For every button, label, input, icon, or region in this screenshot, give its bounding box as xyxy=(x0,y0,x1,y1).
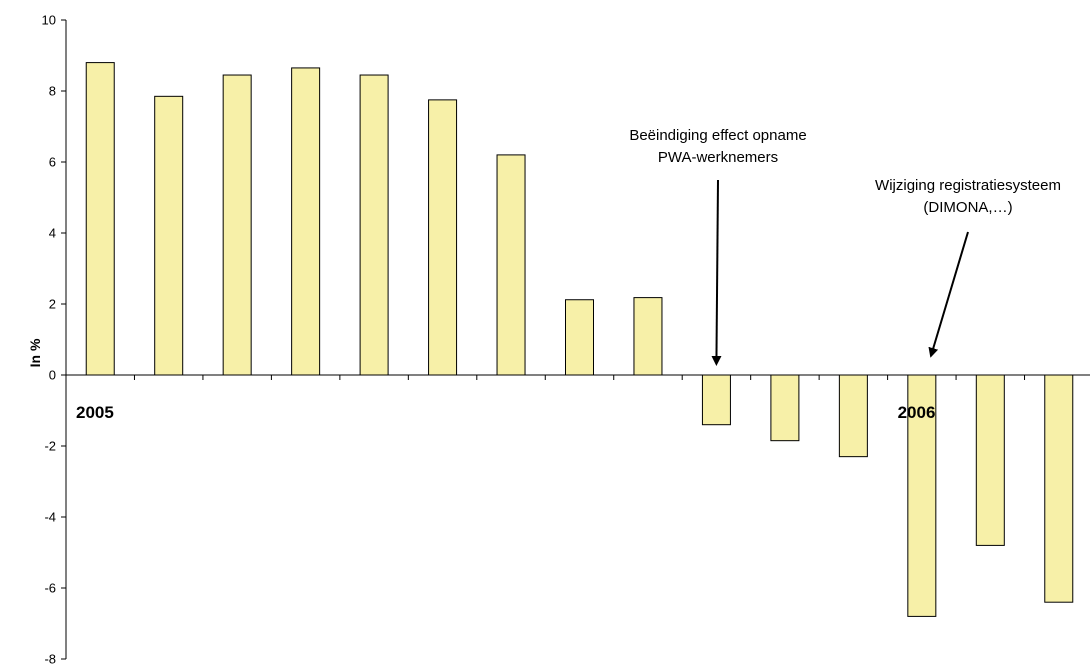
y-tick-label: 0 xyxy=(49,368,56,383)
bar xyxy=(633,297,663,376)
annotation-text: (DIMONA,…) xyxy=(923,199,1012,216)
bar xyxy=(565,299,594,376)
y-tick-label: 10 xyxy=(42,13,56,28)
y-tick-label: -4 xyxy=(44,510,56,525)
bar xyxy=(154,95,184,376)
y-axis-title: In % xyxy=(27,338,43,367)
bar xyxy=(907,374,937,617)
bar-series xyxy=(85,62,1074,617)
bar xyxy=(770,374,800,442)
y-tick-label: 2 xyxy=(49,297,56,312)
annotation-arrow xyxy=(711,179,722,366)
bar xyxy=(701,374,731,426)
y-tick-label: 8 xyxy=(49,84,56,99)
bar xyxy=(838,374,868,458)
bar xyxy=(85,62,115,376)
y-axis: 10 8 6 4 2 0 -2 -4 -6 -8 xyxy=(42,13,67,666)
annotation-text: Beëindiging effect opname xyxy=(629,127,806,144)
bar xyxy=(496,154,526,376)
x-axis xyxy=(66,374,1090,380)
annotation-text: PWA-werknemers xyxy=(658,149,778,166)
y-tick-label: -6 xyxy=(44,581,56,596)
annotation-text: Wijziging registratiesysteem xyxy=(875,177,1061,194)
annotation-arrow xyxy=(928,231,969,358)
bar xyxy=(428,99,458,376)
bar xyxy=(359,74,389,376)
y-tick-label: -2 xyxy=(44,439,56,454)
year-label: 2005 xyxy=(76,403,114,422)
y-tick-label: 4 xyxy=(49,226,56,241)
annotations: Beëindiging effect opname PWA-werknemers W… xyxy=(629,127,1061,366)
year-labels: 2005 2006 xyxy=(76,403,935,422)
y-tick-label: -8 xyxy=(44,652,56,666)
bar xyxy=(222,74,252,376)
year-label: 2006 xyxy=(898,403,936,422)
y-tick-label: 6 xyxy=(49,155,56,170)
bar xyxy=(1044,374,1074,603)
bar xyxy=(291,67,321,376)
bar xyxy=(975,374,1005,546)
